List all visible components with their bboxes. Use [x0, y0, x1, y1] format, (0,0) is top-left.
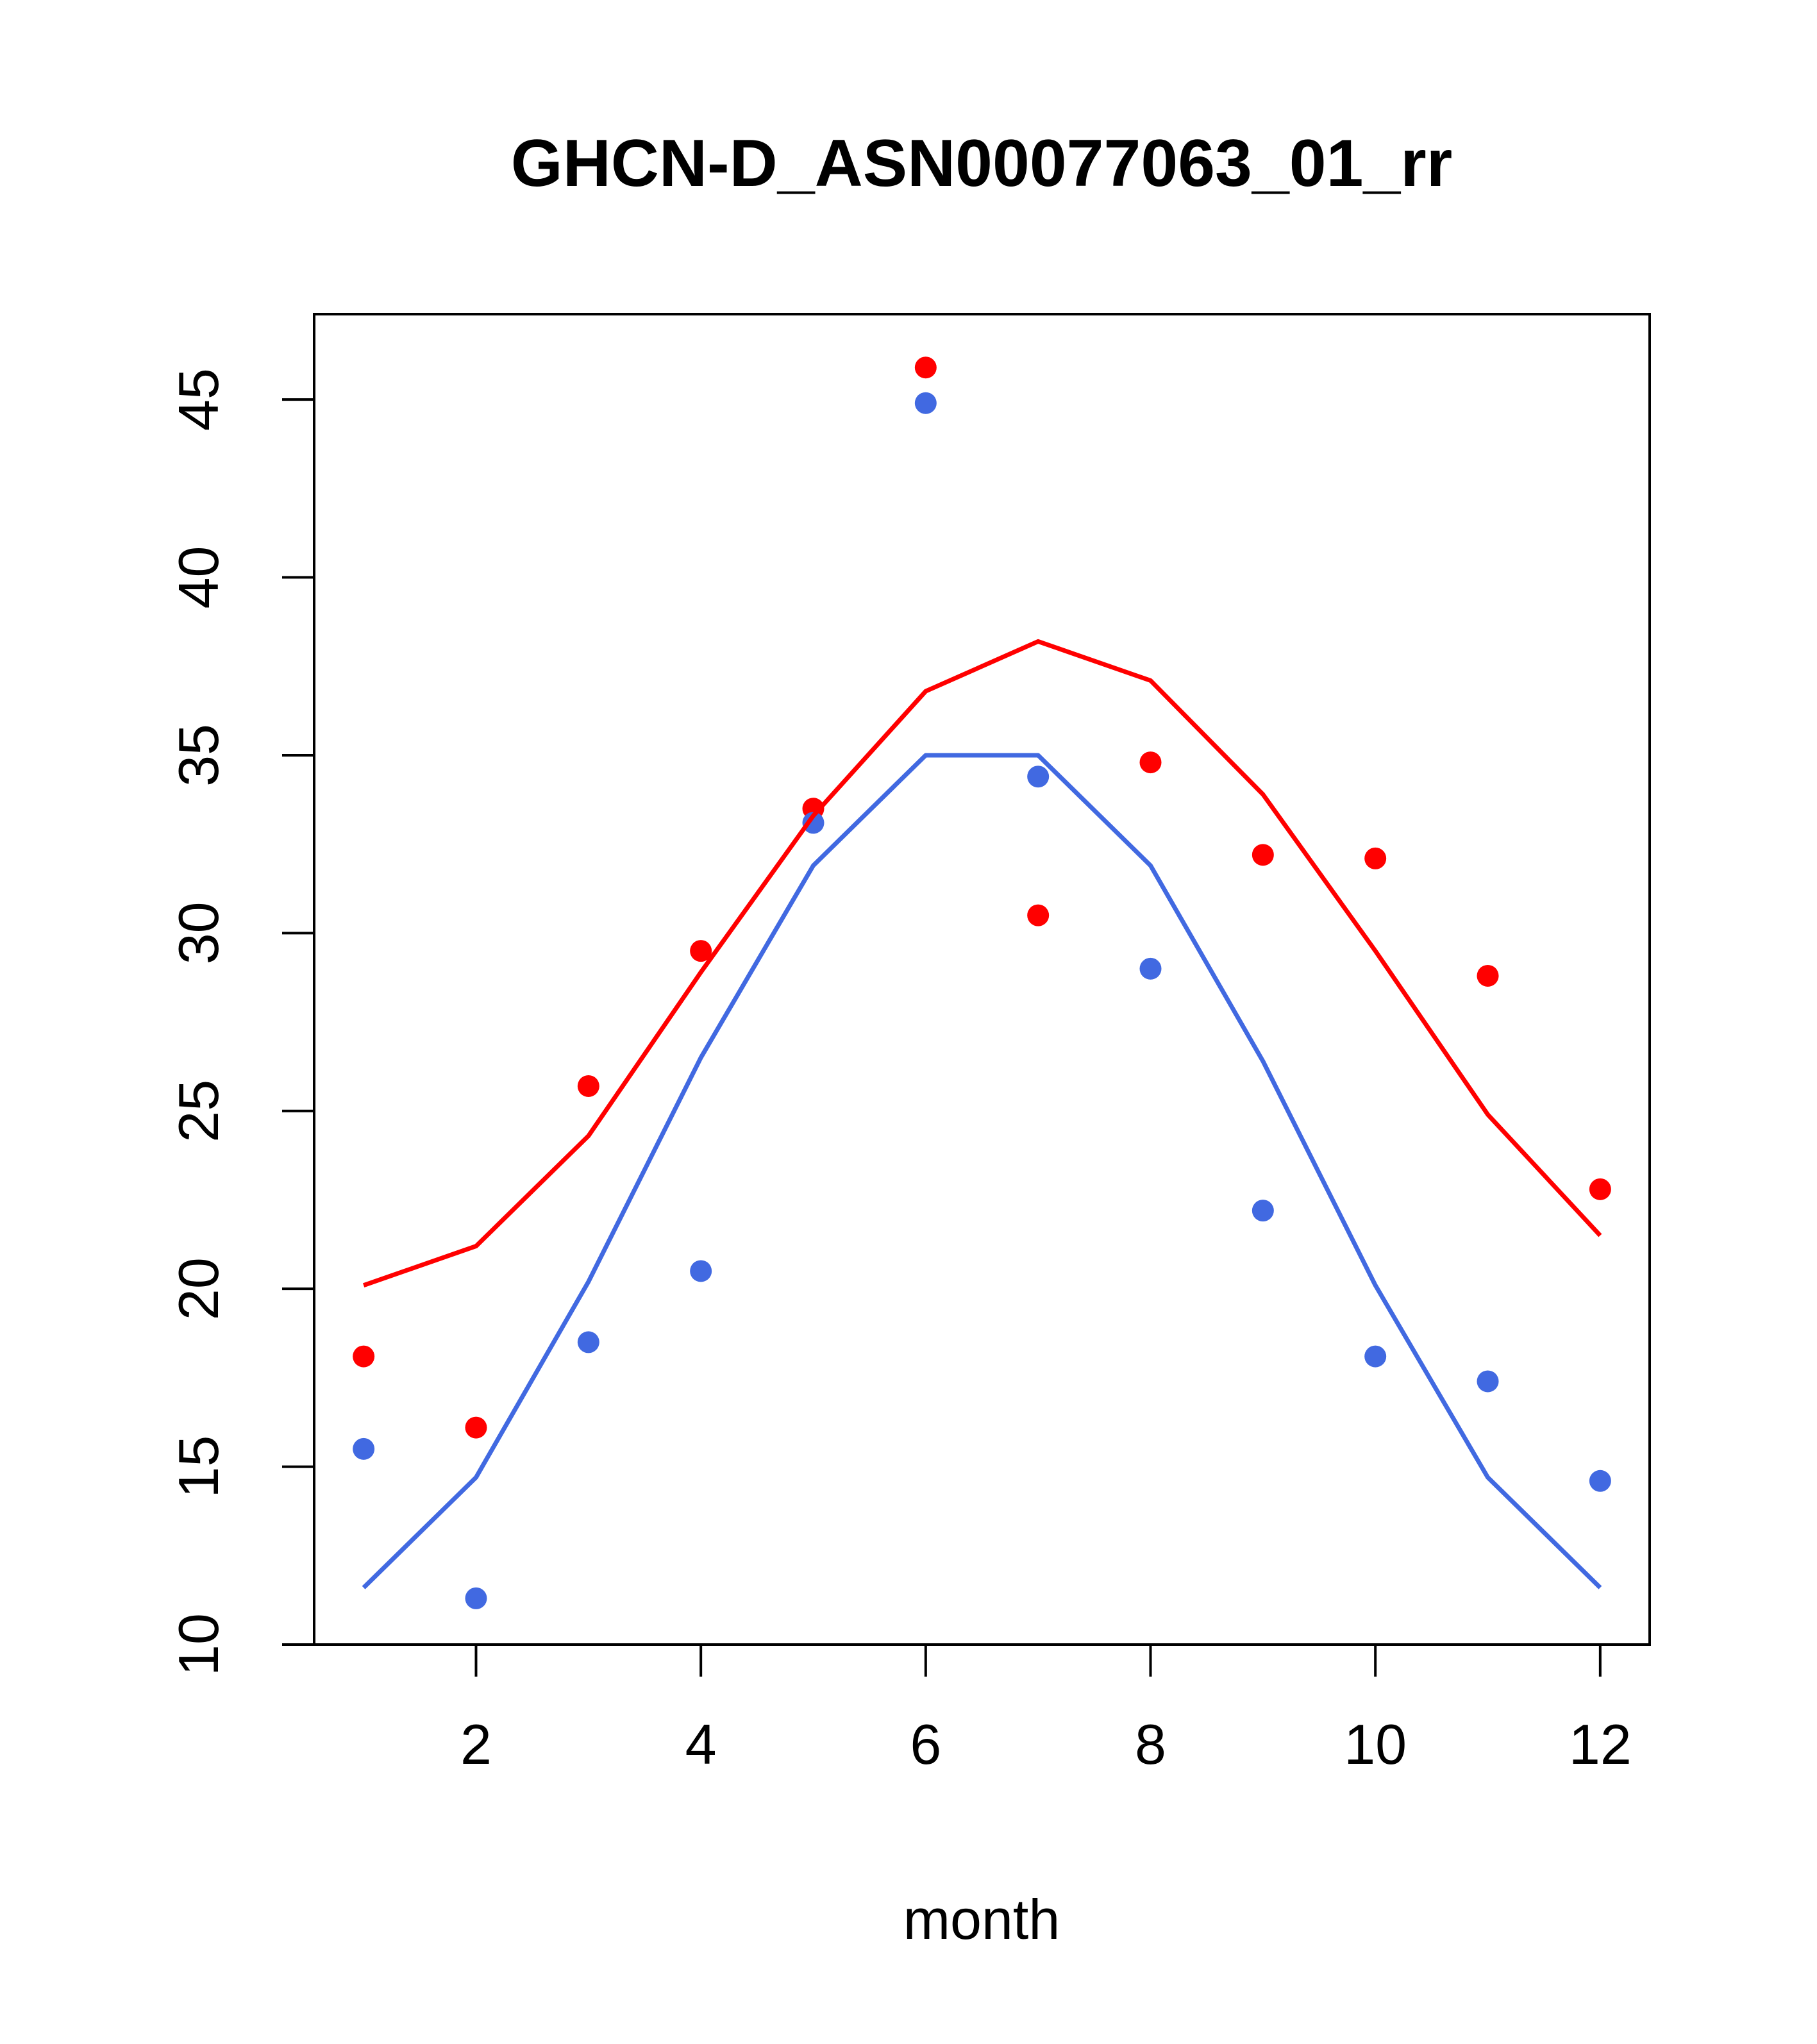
x-tick-label: 4 — [685, 1713, 717, 1776]
data-point — [690, 940, 712, 962]
data-point — [577, 1331, 599, 1353]
data-point — [1252, 844, 1274, 866]
y-tick-label: 40 — [167, 546, 230, 609]
data-point — [690, 1260, 712, 1282]
data-point — [1252, 1200, 1274, 1222]
series-line — [362, 639, 1602, 1287]
data-point — [1477, 964, 1499, 987]
x-tick-label: 10 — [1344, 1713, 1407, 1776]
y-axis: 10 15 20 25 30 35 40 45 — [167, 368, 315, 1676]
data-point — [914, 356, 937, 379]
x-tick-label: 12 — [1569, 1713, 1632, 1776]
data-point — [1364, 1345, 1387, 1368]
series-4 — [362, 753, 1602, 1589]
data-point — [1477, 1370, 1499, 1393]
data-point — [1139, 957, 1162, 980]
y-tick-label: 35 — [167, 724, 230, 787]
data-point — [353, 1437, 375, 1460]
data-point — [802, 812, 825, 834]
y-tick-label: 20 — [167, 1257, 230, 1320]
data-point — [465, 1587, 487, 1609]
data-point — [1589, 1178, 1611, 1200]
data-point — [577, 1075, 599, 1097]
series-line — [362, 753, 1602, 1589]
series-2 — [353, 392, 1611, 1609]
y-tick-label: 10 — [167, 1613, 230, 1676]
data-point — [1589, 1470, 1611, 1492]
x-axis-label: month — [903, 1888, 1060, 1951]
series-1 — [353, 356, 1611, 1439]
y-tick-label: 25 — [167, 1080, 230, 1143]
data-point — [1027, 766, 1050, 788]
chart-title: GHCN-D_ASN00077063_01_rr — [511, 126, 1452, 201]
data-point — [914, 392, 937, 414]
data-point — [1139, 751, 1162, 774]
x-tick-label: 8 — [1135, 1713, 1166, 1776]
data-point — [1027, 904, 1050, 926]
plot-frame — [313, 313, 1651, 1646]
series-layer — [353, 356, 1611, 1609]
series-3 — [362, 639, 1602, 1287]
y-tick-label: 30 — [167, 901, 230, 964]
x-tick-label: 6 — [910, 1713, 941, 1776]
x-tick-label: 2 — [460, 1713, 492, 1776]
x-axis: 2 4 6 8 10 12 — [460, 1643, 1632, 1776]
y-tick-label: 15 — [167, 1436, 230, 1498]
y-tick-label: 45 — [167, 368, 230, 431]
data-point — [1364, 847, 1387, 869]
data-point — [465, 1416, 487, 1439]
data-point — [353, 1345, 375, 1368]
